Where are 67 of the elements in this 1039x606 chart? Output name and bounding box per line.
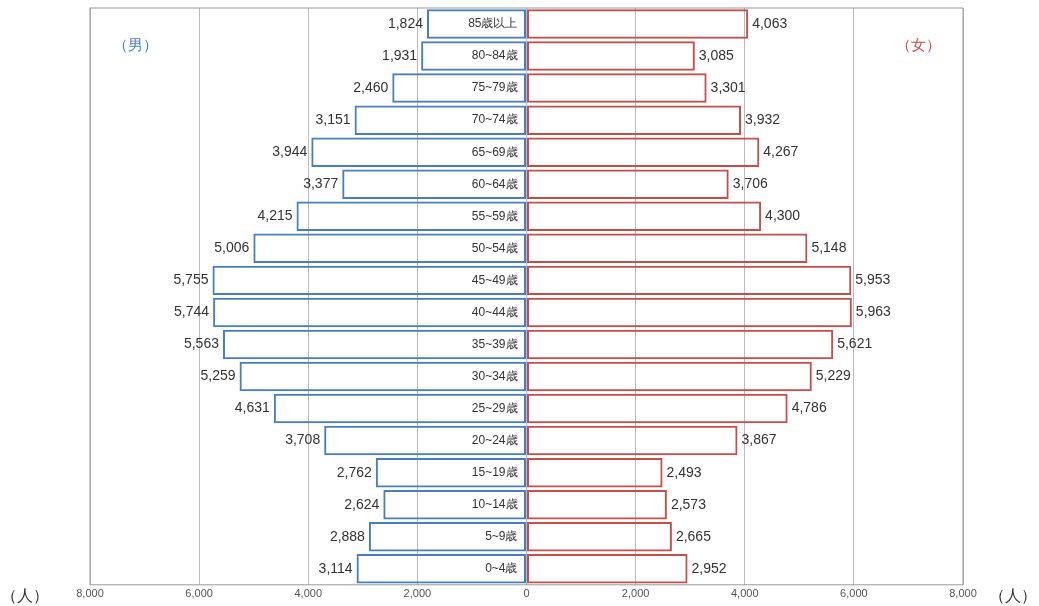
data-label: 1,931 bbox=[382, 46, 418, 63]
y-tick-label: 10~14歳 bbox=[471, 497, 518, 511]
data-label: 2,952 bbox=[691, 559, 727, 576]
text: （男） bbox=[112, 36, 158, 54]
data-label: 4,786 bbox=[791, 399, 827, 416]
data-label: 5,963 bbox=[855, 303, 892, 320]
y-tick-label: 45~49歳 bbox=[471, 272, 518, 287]
x-tick-label: 4,000 bbox=[294, 587, 323, 600]
x-tick-label: 4,000 bbox=[730, 587, 759, 600]
x-tick-label: 6,000 bbox=[840, 587, 868, 600]
data-label: 4,300 bbox=[765, 207, 801, 224]
data-label: 5,148 bbox=[811, 239, 847, 256]
x-tick-label: 8,000 bbox=[76, 587, 104, 600]
y-tick-label: 70~74歳 bbox=[471, 112, 518, 127]
y-tick-label: 60~64歳 bbox=[471, 176, 518, 191]
data-label: 3,301 bbox=[710, 78, 746, 95]
data-label: 5,744 bbox=[174, 303, 210, 320]
data-label: 4,267 bbox=[763, 143, 799, 160]
data-label: 4,215 bbox=[257, 207, 293, 224]
data-label: 4,631 bbox=[234, 399, 271, 416]
data-label: 2,665 bbox=[675, 527, 712, 544]
data-label: 3,151 bbox=[315, 111, 351, 128]
y-tick-label: 35~39歳 bbox=[471, 336, 518, 351]
data-label: 2,493 bbox=[666, 463, 702, 480]
data-label: 3,708 bbox=[285, 431, 321, 448]
y-tick-label: 25~29歳 bbox=[471, 400, 518, 415]
y-tick-label: 75~79歳 bbox=[471, 80, 518, 95]
data-label: 3,377 bbox=[303, 175, 339, 192]
y-tick-label: 55~59歳 bbox=[471, 208, 518, 223]
data-label: 2,573 bbox=[670, 495, 707, 512]
x-tick-label: 2,000 bbox=[621, 587, 650, 600]
data-label: 2,460 bbox=[353, 78, 389, 95]
data-label: 2,624 bbox=[344, 495, 380, 512]
data-label: 5,953 bbox=[855, 271, 891, 288]
data-label: 5,621 bbox=[837, 335, 873, 352]
text: （人） bbox=[989, 587, 1037, 605]
data-label: 3,932 bbox=[745, 111, 781, 128]
data-label: 2,762 bbox=[336, 463, 372, 480]
data-label: 3,867 bbox=[741, 431, 777, 448]
y-tick-label: 15~19歳 bbox=[471, 464, 518, 479]
data-label: 3,706 bbox=[732, 175, 768, 192]
y-tick-label: 20~24歳 bbox=[471, 432, 518, 447]
data-label: 4,063 bbox=[752, 14, 788, 31]
y-tick-label: 85歳以上 bbox=[468, 16, 518, 31]
data-label: 5,006 bbox=[214, 239, 250, 256]
y-tick-label: 50~54歳 bbox=[471, 240, 518, 255]
x-tick-label: 2,000 bbox=[403, 587, 432, 600]
y-tick-label: 40~44歳 bbox=[471, 304, 518, 319]
text: （人） bbox=[1, 587, 49, 605]
data-label: 5,259 bbox=[200, 367, 236, 384]
data-label: 3,085 bbox=[698, 46, 735, 63]
data-label: 5,229 bbox=[815, 367, 852, 384]
y-tick-label: 80~84歳 bbox=[471, 48, 518, 63]
x-tick-label: 6,000 bbox=[185, 587, 213, 600]
y-tick-label: 0~4歳 bbox=[485, 561, 518, 576]
y-tick-label: 30~34歳 bbox=[471, 368, 518, 383]
y-tick-label: 65~69歳 bbox=[471, 144, 518, 159]
data-label: 1,824 bbox=[387, 14, 424, 31]
data-label: 5,563 bbox=[183, 335, 220, 352]
data-label: 2,888 bbox=[329, 527, 366, 544]
data-label: 3,944 bbox=[272, 143, 308, 160]
x-tick-label: 0 bbox=[523, 587, 530, 600]
data-label: 5,755 bbox=[173, 271, 209, 288]
x-tick-label: 8,000 bbox=[949, 587, 977, 600]
data-label: 3,114 bbox=[318, 559, 353, 576]
y-tick-label: 5~9歳 bbox=[485, 529, 518, 544]
text: （女） bbox=[895, 36, 941, 54]
